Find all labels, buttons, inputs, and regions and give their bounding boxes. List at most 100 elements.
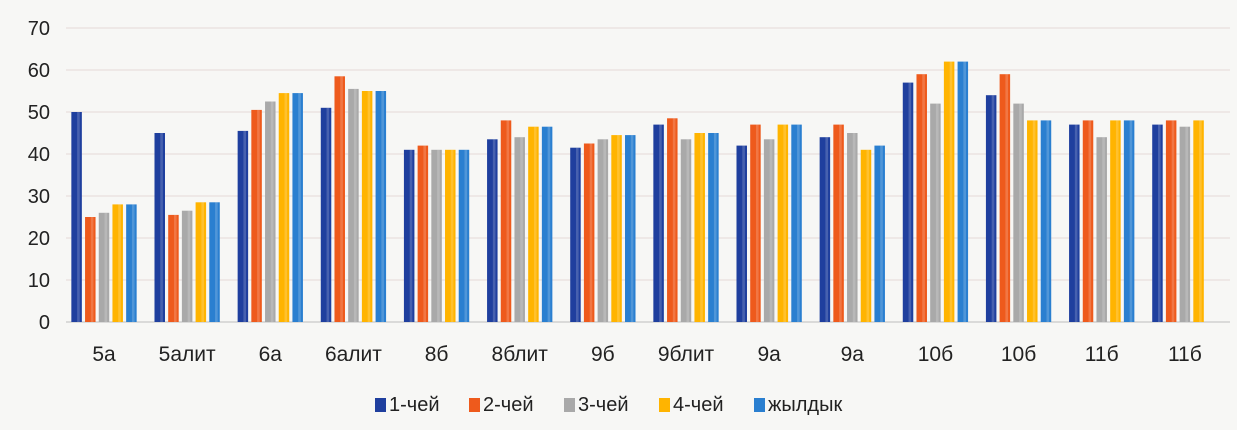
bar-8-1 [750,124,761,322]
bar-1-2 [181,210,193,322]
bar-highlight [783,124,786,322]
bar-highlight [492,139,496,322]
bar-highlight [1185,126,1189,322]
bar-highlight [187,210,191,322]
bar-highlight [1019,103,1022,322]
legend-swatch [564,398,575,412]
bar-11-0 [985,95,997,322]
legend-label: 2-чей [483,394,534,416]
x-tick-label: 11б [1168,343,1202,366]
bar-highlight [173,214,177,322]
bar-4-1 [417,145,429,322]
bar-highlight [1088,120,1092,323]
bar-7-2 [680,139,692,322]
legend-swatch [375,398,386,412]
bar-3-2 [348,88,359,323]
x-tick-label: 5алит [159,343,216,366]
bar-highlight [547,126,551,322]
bar-12-1 [1082,120,1094,323]
bar-highlight [949,61,953,322]
bar-8-3 [777,124,789,322]
bar-9-4 [874,145,885,322]
x-axis-ticks: 5а 5алит 6а 6алит 8б 8блит 9б 9блит 9а 9а 10б 10б 11… [92,343,1201,366]
bar-highlight [880,145,883,322]
bar-3-3 [361,91,373,322]
bar-5-0 [487,139,498,322]
bar-11-3 [1027,120,1038,323]
bar-5-2 [514,137,525,322]
legend-label: 3-чей [578,394,629,416]
bar-10-1 [916,74,927,322]
bar-highlight [243,130,247,322]
x-tick-label: 5а [92,343,116,366]
bar-highlight [866,149,870,322]
bar-highlight [797,124,800,322]
bar-7-3 [694,133,705,322]
bar-11-4 [1040,120,1052,323]
bar-4-4 [458,149,470,322]
bar-highlight [77,112,80,322]
legend-label: жылдык [768,394,842,416]
y-tick-label: 60 [28,60,50,82]
bar-8-0 [736,145,747,322]
bar-highlight [1102,137,1105,322]
bar-5-1 [500,120,512,323]
bar-highlight [1129,120,1133,323]
bar-10-0 [902,82,914,322]
bar-highlight [104,212,108,322]
bar-highlight [908,82,912,322]
bar-highlight [284,93,288,322]
bar-0-2 [98,212,110,322]
bar-0-3 [112,204,123,322]
bar-2-4 [292,93,303,322]
bar-2-1 [251,109,262,323]
bar-6-4 [625,135,636,322]
bar-highlight [131,204,135,322]
x-tick-label: 11б [1085,343,1119,366]
bar-highlight [755,124,759,322]
bar-5-3 [528,126,539,322]
bar-12-0 [1069,124,1080,322]
bar-6-1 [583,143,595,322]
bar-highlight [450,149,454,322]
bar-1-3 [195,202,207,322]
bar-5-4 [541,126,553,322]
y-tick-label: 0 [39,312,50,334]
bar-13-3 [1193,120,1204,323]
bar-10-3 [943,61,955,322]
bar-highlight [326,107,330,322]
bar-1-4 [209,202,220,322]
legend-swatch [754,398,765,412]
bar-12-2 [1096,137,1107,322]
x-tick-label: 6алит [325,343,382,366]
bar-11-2 [1013,103,1024,322]
bar-4-0 [403,149,415,322]
bar-13-2 [1179,126,1191,322]
bar-highlight [1005,74,1009,322]
bar-highlight [852,133,856,322]
bar-8-4 [791,124,802,322]
x-tick-label: 6а [259,343,283,366]
bar-2-0 [237,130,249,322]
bar-highlight [589,143,593,322]
y-tick-label: 10 [28,270,50,292]
bar-4-3 [445,149,456,322]
bar-7-4 [708,133,719,322]
bar-highlight [381,91,384,322]
bar-6-0 [570,147,581,322]
bar-4-2 [431,149,442,322]
bar-highlight [630,135,634,322]
y-tick-label: 20 [28,228,50,250]
bar-highlight [506,120,510,323]
x-tick-label: 8б [425,343,449,366]
bar-highlight [340,76,343,322]
bar-12-3 [1110,120,1121,323]
legend: 1-чей 2-чей 3-чей 4-чей жылдык [375,394,842,416]
bar-3-0 [320,107,332,322]
legend-swatch [469,398,480,412]
bar-7-0 [653,124,664,322]
bar-highlight [963,61,966,322]
bar-highlight [617,135,620,322]
bar-9-3 [860,149,872,322]
